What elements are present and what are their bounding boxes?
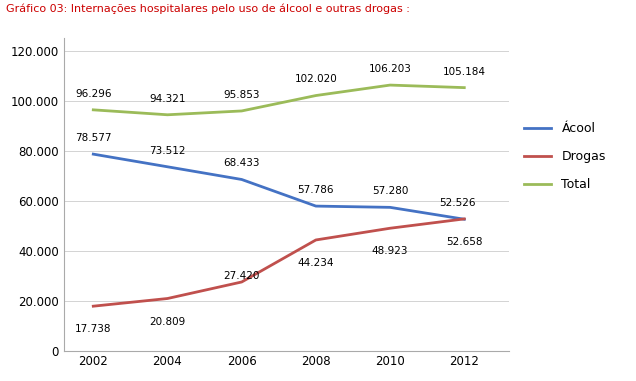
Drogas: [460, 217, 468, 221]
Ácool: [386, 205, 394, 210]
Drogas: [312, 238, 320, 242]
Ácool: [238, 177, 245, 182]
Text: 95.853: 95.853: [223, 90, 260, 100]
Total: [238, 109, 245, 113]
Text: 20.809: 20.809: [149, 317, 186, 327]
Text: 52.658: 52.658: [446, 237, 483, 247]
Ácool: [90, 152, 97, 157]
Text: 106.203: 106.203: [369, 64, 411, 74]
Text: 102.020: 102.020: [294, 74, 337, 85]
Text: 57.280: 57.280: [372, 186, 408, 196]
Total: [163, 112, 171, 117]
Text: 48.923: 48.923: [372, 246, 408, 256]
Text: 78.577: 78.577: [75, 133, 111, 143]
Text: 57.786: 57.786: [298, 185, 334, 195]
Text: 68.433: 68.433: [223, 158, 260, 168]
Text: 44.234: 44.234: [298, 258, 334, 268]
Total: [386, 83, 394, 87]
Drogas: [163, 296, 171, 301]
Drogas: [386, 226, 394, 231]
Text: 27.420: 27.420: [223, 271, 260, 281]
Text: 96.296: 96.296: [75, 89, 111, 99]
Text: 105.184: 105.184: [443, 67, 486, 77]
Ácool: [312, 204, 320, 208]
Text: 73.512: 73.512: [149, 146, 186, 156]
Drogas: [90, 304, 97, 309]
Total: [312, 93, 320, 98]
Line: Drogas: Drogas: [93, 219, 464, 306]
Text: 52.526: 52.526: [439, 198, 476, 208]
Ácool: [163, 165, 171, 169]
Text: 17.738: 17.738: [75, 324, 111, 334]
Text: 94.321: 94.321: [149, 94, 186, 104]
Ácool: [460, 217, 468, 221]
Drogas: [238, 280, 245, 284]
Line: Total: Total: [93, 85, 464, 115]
Total: [90, 107, 97, 112]
Legend: Ácool, Drogas, Total: Ácool, Drogas, Total: [524, 122, 606, 192]
Text: Gráfico 03: Internações hospitalares pelo uso de álcool e outras drogas :: Gráfico 03: Internações hospitalares pel…: [6, 4, 410, 14]
Total: [460, 85, 468, 90]
Line: Ácool: Ácool: [93, 154, 464, 219]
